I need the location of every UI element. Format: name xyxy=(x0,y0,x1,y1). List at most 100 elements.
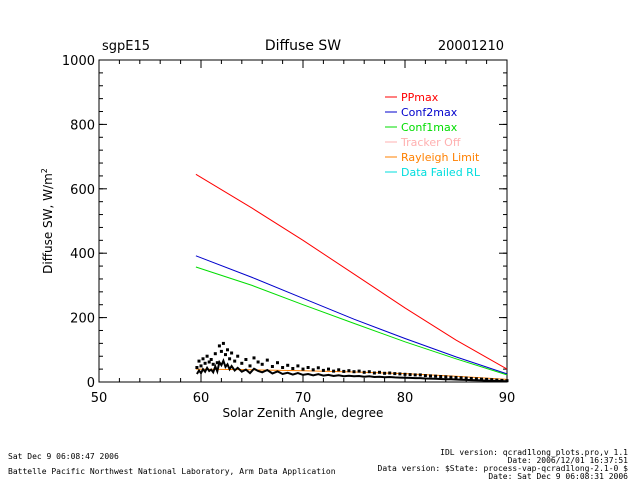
data-point xyxy=(372,371,376,375)
legend-label-conf2max: Conf2max xyxy=(401,106,458,119)
legend: PPmax Conf2max Conf1max Tracker Off Rayleigh… xyxy=(385,91,481,179)
data-point xyxy=(342,369,346,373)
data-point xyxy=(240,361,244,365)
series-line-ppmax xyxy=(195,173,508,370)
data-point xyxy=(207,360,211,364)
legend-label-rayleigh-limit: Rayleigh Limit xyxy=(401,151,480,164)
data-point xyxy=(311,368,315,372)
data-point xyxy=(291,367,295,370)
data-point xyxy=(413,373,417,377)
x-tick-label: 90 xyxy=(499,391,516,406)
data-point xyxy=(215,361,219,365)
y-axis-label-sup: 2 xyxy=(40,168,49,173)
y-tick-label: 0 xyxy=(87,376,95,391)
idl-version: IDL version: qcrad1long_plots.pro,v 1.1 xyxy=(440,448,628,457)
date-label: 20001210 xyxy=(438,39,504,54)
data-point xyxy=(485,377,489,381)
data-point xyxy=(321,368,325,372)
data-point xyxy=(301,367,305,371)
data-point xyxy=(219,349,223,353)
data-point xyxy=(337,368,341,372)
data-point xyxy=(248,364,252,368)
y-tick-label: 800 xyxy=(70,118,95,133)
chart-title: Diffuse SW xyxy=(265,38,341,54)
data-point xyxy=(449,375,453,379)
data-point xyxy=(398,372,402,376)
data-point xyxy=(221,341,225,345)
data-point xyxy=(357,369,361,373)
data-point xyxy=(464,376,468,380)
observed-baseline xyxy=(196,357,508,383)
legend-label-conf1max: Conf1max xyxy=(401,121,458,134)
data-point xyxy=(256,360,260,364)
site-label: sgpE15 xyxy=(102,39,150,54)
data-point xyxy=(403,372,407,376)
data-point xyxy=(316,366,320,370)
data-point xyxy=(388,371,392,375)
data-point xyxy=(347,369,351,373)
data-point xyxy=(362,370,366,374)
data-point xyxy=(265,358,269,362)
y-tick-label: 400 xyxy=(70,247,95,262)
run-time: Sat Dec 9 06:08:47 2006 xyxy=(8,452,119,461)
data-point xyxy=(352,370,356,374)
data-point xyxy=(439,375,443,378)
code-date: Date: 2006/12/01 16:37:51 xyxy=(507,456,628,465)
x-tick-label: 80 xyxy=(397,391,414,406)
x-tick-label: 50 xyxy=(91,391,108,406)
data-point xyxy=(490,378,494,382)
y-tick-label: 1000 xyxy=(62,54,95,69)
y-tick-label: 200 xyxy=(70,312,95,327)
data-point xyxy=(217,344,221,348)
data-point xyxy=(296,364,300,368)
data-point xyxy=(327,367,330,371)
data-point xyxy=(276,361,279,365)
data-point xyxy=(286,363,290,367)
x-axis: 50 60 70 80 90 xyxy=(91,60,516,406)
data-point xyxy=(454,376,458,379)
data-point xyxy=(205,354,209,358)
data-point xyxy=(203,361,207,365)
data-point xyxy=(228,357,232,361)
series-line-conf1max xyxy=(195,266,508,376)
series-line-conf2max xyxy=(195,255,508,375)
data-point xyxy=(226,348,229,352)
run-date: Date: Sat Dec 9 06:08:31 2006 xyxy=(488,472,628,481)
series-group xyxy=(195,173,508,380)
data-point xyxy=(244,358,248,361)
data-point xyxy=(260,362,264,366)
data-point xyxy=(281,366,285,369)
data-point xyxy=(474,377,478,381)
data-point xyxy=(418,373,422,377)
data-point xyxy=(252,356,256,360)
data-version: Data version: $State: process-vap-qcrad1… xyxy=(377,464,628,473)
data-point xyxy=(383,371,387,375)
y-axis: 0 200 400 600 800 1000 xyxy=(62,54,507,391)
x-tick-label: 60 xyxy=(193,391,210,406)
data-point xyxy=(393,372,397,376)
y-tick-label: 600 xyxy=(70,183,95,198)
legend-label-tracker-off: Tracker Off xyxy=(400,136,461,149)
observed-points xyxy=(195,341,509,383)
data-point xyxy=(236,354,240,358)
x-tick-label: 70 xyxy=(295,391,312,406)
data-point xyxy=(224,353,227,357)
data-point xyxy=(230,351,234,355)
data-point xyxy=(469,377,473,380)
data-point xyxy=(480,377,483,381)
data-point xyxy=(408,373,412,377)
data-point xyxy=(459,376,463,380)
data-point xyxy=(378,370,381,374)
data-point xyxy=(429,374,432,378)
data-point xyxy=(195,366,199,369)
data-point xyxy=(211,362,215,366)
x-axis-label: Solar Zenith Angle, degree xyxy=(223,406,384,420)
data-point xyxy=(213,352,217,356)
data-point xyxy=(332,369,336,373)
data-point xyxy=(209,358,213,361)
data-point xyxy=(201,357,205,361)
data-point xyxy=(199,364,203,368)
data-point xyxy=(423,374,427,378)
y-axis-label-text: Diffuse SW, W/m xyxy=(41,173,55,274)
